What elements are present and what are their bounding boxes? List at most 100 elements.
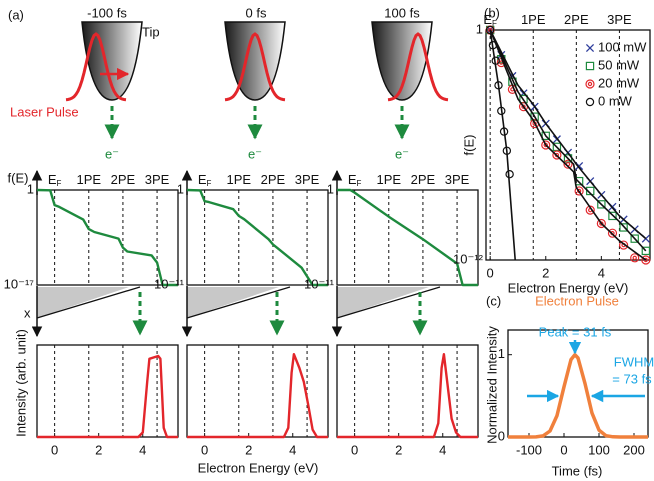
- plot-frame: [485, 29, 651, 261]
- x-tick-label: 200: [623, 442, 645, 457]
- y-axis-label: Normalized Intensity: [484, 326, 499, 444]
- x-tick-label: 2: [245, 442, 252, 457]
- fit-line: [489, 29, 647, 252]
- energy-label: 1PE: [226, 172, 251, 187]
- laser-pulse: [224, 32, 286, 102]
- energy-label-text: 3PE: [295, 172, 320, 187]
- energy-label-text: 3PE: [607, 12, 632, 27]
- energy-label-text: 1PE: [226, 172, 251, 187]
- y-axis-label: Intensity (arb. unit): [13, 329, 28, 437]
- chart-title: 100 fs: [384, 5, 420, 20]
- energy-label: 3PE: [295, 172, 320, 187]
- data-line: [187, 353, 328, 439]
- x-axis-label: Electron Energy (eV): [198, 460, 319, 475]
- energy-label: EF: [198, 172, 212, 188]
- depth-edge: [336, 286, 441, 319]
- x-tick-label: 0: [560, 442, 567, 457]
- energy-label: 2PE: [261, 172, 286, 187]
- energy-label: 2PE: [111, 172, 136, 187]
- y-axis-label: f(E): [461, 135, 476, 156]
- y-tick-label: 1: [498, 346, 505, 361]
- annotation: FWHM: [614, 354, 654, 369]
- fit-line: [489, 29, 647, 261]
- electron-label: e⁻: [395, 146, 409, 161]
- legend-label: 20 mW: [598, 75, 640, 90]
- y-tick-label: 10⁻¹⁷: [4, 276, 35, 291]
- energy-label-sub: F: [207, 179, 212, 188]
- data-point: [541, 131, 550, 141]
- energy-label: EF: [48, 172, 62, 188]
- legend-label: 0 mW: [598, 93, 633, 108]
- energy-label: EF: [483, 12, 497, 28]
- energy-label-text: E: [48, 172, 57, 187]
- data-point: [502, 146, 512, 155]
- x-axis-symbol: x: [24, 305, 31, 320]
- y-tick-label: 10⁻¹²: [453, 251, 484, 266]
- x-tick-label: 4: [439, 442, 446, 457]
- data-line: [37, 354, 178, 439]
- depth-edge: [186, 286, 291, 319]
- energy-label-sub: F: [492, 19, 497, 28]
- data-point: [505, 170, 514, 179]
- energy-label: 1PE: [521, 12, 546, 27]
- y-axis-label: f(E): [8, 170, 29, 185]
- energy-label: 2PE: [564, 12, 589, 27]
- energy-label-text: 3PE: [145, 172, 170, 187]
- plot-frame: [507, 329, 649, 438]
- x-tick-label: 4: [139, 442, 146, 457]
- data-point: [619, 223, 628, 232]
- energy-label-text: 1PE: [376, 172, 401, 187]
- plot-frame: [336, 189, 479, 286]
- chart-title: -100 fs: [87, 5, 127, 20]
- energy-label-text: 3PE: [445, 172, 470, 187]
- data-point: [630, 234, 639, 243]
- energy-label: 3PE: [145, 172, 170, 187]
- laser-pulse: [387, 32, 449, 102]
- chart-title: Electron Pulse: [535, 293, 619, 308]
- tip-label: Tip: [142, 24, 160, 39]
- panel-label: (b): [484, 5, 500, 20]
- energy-label-sub: F: [357, 179, 362, 188]
- legend-label: 100 mW: [598, 39, 647, 54]
- data-point: [499, 127, 509, 136]
- legend-symbol: [585, 61, 595, 71]
- energy-label-text: E: [483, 12, 492, 27]
- legend-label: 50 mW: [598, 57, 640, 72]
- data-point: [485, 25, 495, 35]
- x-tick-label: 2: [542, 265, 549, 280]
- plot-frame: [186, 189, 329, 286]
- energy-label-text: 2PE: [564, 12, 589, 27]
- tip: [81, 21, 143, 101]
- y-tick-label: 1: [476, 21, 483, 36]
- data-line: [36, 188, 178, 287]
- x-tick-label: 4: [598, 265, 605, 280]
- data-point: [586, 186, 595, 196]
- laser-pulse: [65, 32, 127, 102]
- laser-label: Laser Pulse: [10, 104, 79, 119]
- data-point: [597, 200, 606, 209]
- depth-region: [187, 287, 279, 318]
- depth-region: [337, 287, 429, 318]
- y-tick-label: 1: [27, 181, 34, 196]
- data-point: [497, 106, 506, 116]
- electron-label: e⁻: [105, 146, 119, 161]
- data-line: [186, 188, 328, 287]
- energy-label: EF: [348, 172, 362, 188]
- y-tick-label: 1: [327, 181, 334, 196]
- energy-label-text: 1PE: [521, 12, 546, 27]
- x-tick-label: 2: [95, 442, 102, 457]
- depth-region: [37, 287, 129, 318]
- electron-label: e⁻: [248, 146, 262, 161]
- energy-label-text: 2PE: [261, 172, 286, 187]
- x-tick-label: -100: [516, 442, 542, 457]
- energy-label-text: E: [198, 172, 207, 187]
- annotation: Peak = 31 fs: [539, 324, 612, 339]
- energy-label: 3PE: [607, 12, 632, 27]
- data-line: [337, 353, 478, 439]
- plot-frame: [36, 189, 179, 286]
- x-tick-label: 0: [51, 442, 58, 457]
- annotation: = 73 fs: [612, 371, 652, 386]
- energy-label: 2PE: [411, 172, 436, 187]
